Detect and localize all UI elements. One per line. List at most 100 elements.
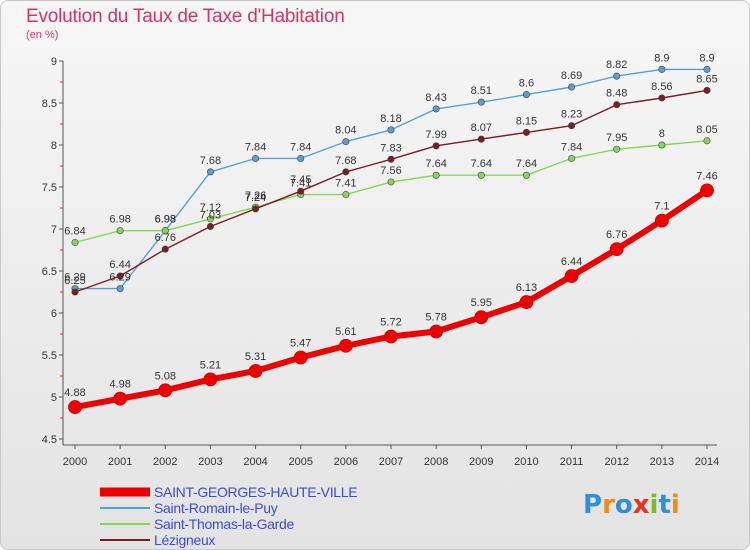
data-label-saint-georges-haute-ville: 5.47 <box>290 338 311 350</box>
data-point-lezigneux <box>477 135 485 143</box>
x-tick-label: 2005 <box>288 456 312 468</box>
y-tick-label: 7 <box>51 224 57 236</box>
data-label-saint-thomas-la-garde: 8.05 <box>696 124 717 136</box>
data-point-lezigneux <box>161 245 169 253</box>
data-label-saint-romain-le-puy: 8.82 <box>606 59 627 71</box>
data-label-saint-thomas-la-garde: 7.26 <box>245 190 266 202</box>
data-point-saint-thomas-la-garde <box>658 141 666 149</box>
data-point-saint-thomas-la-garde <box>432 171 440 179</box>
x-tick-label: 2008 <box>424 456 448 468</box>
data-point-lezigneux <box>342 168 350 176</box>
data-label-saint-georges-haute-ville: 4.98 <box>109 379 130 391</box>
data-label-saint-thomas-la-garde: 7.95 <box>606 132 627 144</box>
proxiti-logo: Proxiti <box>583 490 680 520</box>
data-label-saint-georges-haute-ville: 5.72 <box>380 317 401 329</box>
x-tick-label: 2000 <box>63 456 87 468</box>
data-label-saint-romain-le-puy: 8.51 <box>471 85 492 97</box>
data-label-saint-romain-le-puy: 6.29 <box>64 272 85 284</box>
x-tick-label: 2011 <box>560 456 584 468</box>
data-point-lezigneux <box>116 272 124 280</box>
data-label-saint-thomas-la-garde: 7.41 <box>335 178 356 190</box>
data-label-saint-thomas-la-garde: 7.56 <box>380 165 401 177</box>
legend-swatch <box>100 539 150 541</box>
data-label-saint-thomas-la-garde: 7.64 <box>425 158 446 170</box>
data-label-saint-romain-le-puy: 6.98 <box>155 214 176 226</box>
data-point-saint-georges-haute-ville <box>158 383 173 398</box>
data-label-saint-romain-le-puy: 7.84 <box>245 141 266 153</box>
data-label-lezigneux: 7.24 <box>245 192 266 204</box>
logo-letter: r <box>602 490 615 520</box>
data-point-saint-romain-le-puy <box>658 65 666 73</box>
data-point-saint-georges-haute-ville <box>113 391 128 406</box>
data-point-saint-georges-haute-ville <box>68 400 82 414</box>
data-point-lezigneux <box>613 101 621 109</box>
data-label-saint-thomas-la-garde: 7.84 <box>561 141 582 153</box>
y-unit-label: (en %) <box>26 29 59 41</box>
data-label-lezigneux: 8.15 <box>516 115 537 127</box>
data-label-lezigneux: 7.45 <box>290 174 311 186</box>
data-point-saint-thomas-la-garde <box>477 171 485 179</box>
data-label-saint-thomas-la-garde: 6.98 <box>155 214 176 226</box>
data-label-saint-georges-haute-ville: 7.46 <box>696 170 717 182</box>
data-label-lezigneux: 7.68 <box>335 155 356 167</box>
data-point-lezigneux <box>252 205 260 213</box>
data-point-saint-georges-haute-ville <box>654 213 669 228</box>
data-point-saint-romain-le-puy <box>703 65 711 73</box>
logo-letter: x <box>632 490 650 520</box>
data-label-saint-romain-le-puy: 8.9 <box>654 52 669 64</box>
data-label-saint-romain-le-puy: 8.43 <box>425 92 446 104</box>
data-point-saint-romain-le-puy <box>342 138 350 146</box>
data-point-saint-thomas-la-garde <box>71 238 79 246</box>
legend-swatch <box>100 507 150 509</box>
x-tick-label: 2007 <box>379 456 403 468</box>
data-label-saint-georges-haute-ville: 6.76 <box>606 229 627 241</box>
data-point-saint-georges-haute-ville <box>384 329 398 344</box>
data-label-saint-georges-haute-ville: 5.21 <box>200 359 221 371</box>
data-point-saint-georges-haute-ville <box>700 183 714 198</box>
data-point-saint-thomas-la-garde <box>206 215 214 223</box>
data-point-saint-georges-haute-ville <box>429 324 444 339</box>
legend-label: Lézigneux <box>154 532 216 548</box>
data-label-saint-georges-haute-ville: 5.08 <box>155 370 176 382</box>
logo-letter: P <box>583 490 603 520</box>
data-point-saint-georges-haute-ville <box>564 269 579 283</box>
data-label-saint-romain-le-puy: 7.68 <box>200 155 221 167</box>
data-label-saint-thomas-la-garde: 7.64 <box>471 158 492 170</box>
data-point-lezigneux <box>522 128 530 136</box>
data-point-saint-romain-le-puy <box>522 91 530 99</box>
data-point-saint-georges-haute-ville <box>203 372 218 387</box>
y-tick-label: 6.5 <box>42 266 57 278</box>
data-point-saint-georges-haute-ville <box>248 364 263 378</box>
logo-letter: i <box>670 490 680 520</box>
data-label-saint-thomas-la-garde: 7.64 <box>516 158 537 170</box>
logo-letter: t <box>658 490 671 520</box>
data-point-saint-thomas-la-garde <box>116 227 124 235</box>
y-tick-label: 8 <box>51 140 57 152</box>
data-label-lezigneux: 8.56 <box>651 81 672 93</box>
data-label-saint-georges-haute-ville: 5.61 <box>335 326 356 338</box>
data-point-lezigneux <box>658 94 666 102</box>
data-point-saint-romain-le-puy <box>568 83 576 91</box>
x-tick-label: 2009 <box>469 456 493 468</box>
data-label-lezigneux: 7.83 <box>380 142 401 154</box>
data-label-saint-romain-le-puy: 8.69 <box>561 70 582 82</box>
data-label-saint-georges-haute-ville: 6.44 <box>561 256 582 268</box>
data-point-saint-georges-haute-ville <box>293 350 308 365</box>
legend-swatch <box>100 487 150 497</box>
data-label-saint-georges-haute-ville: 5.78 <box>425 311 446 323</box>
data-label-lezigneux: 6.76 <box>155 232 176 244</box>
data-point-lezigneux <box>206 222 214 230</box>
data-label-saint-georges-haute-ville: 7.1 <box>654 201 669 213</box>
data-label-saint-romain-le-puy: 8.6 <box>519 78 534 90</box>
x-tick-label: 2012 <box>604 456 628 468</box>
y-tick-label: 6 <box>51 308 57 320</box>
data-label-saint-romain-le-puy: 8.9 <box>699 52 714 64</box>
logo-letter: o <box>614 490 633 520</box>
data-point-saint-romain-le-puy <box>297 154 305 162</box>
data-point-lezigneux <box>432 142 440 150</box>
y-tick-label: 4.5 <box>42 434 57 446</box>
data-label-lezigneux: 8.48 <box>606 88 627 100</box>
y-tick-label: 5.5 <box>42 350 57 362</box>
y-tick-label: 8.5 <box>42 98 57 110</box>
